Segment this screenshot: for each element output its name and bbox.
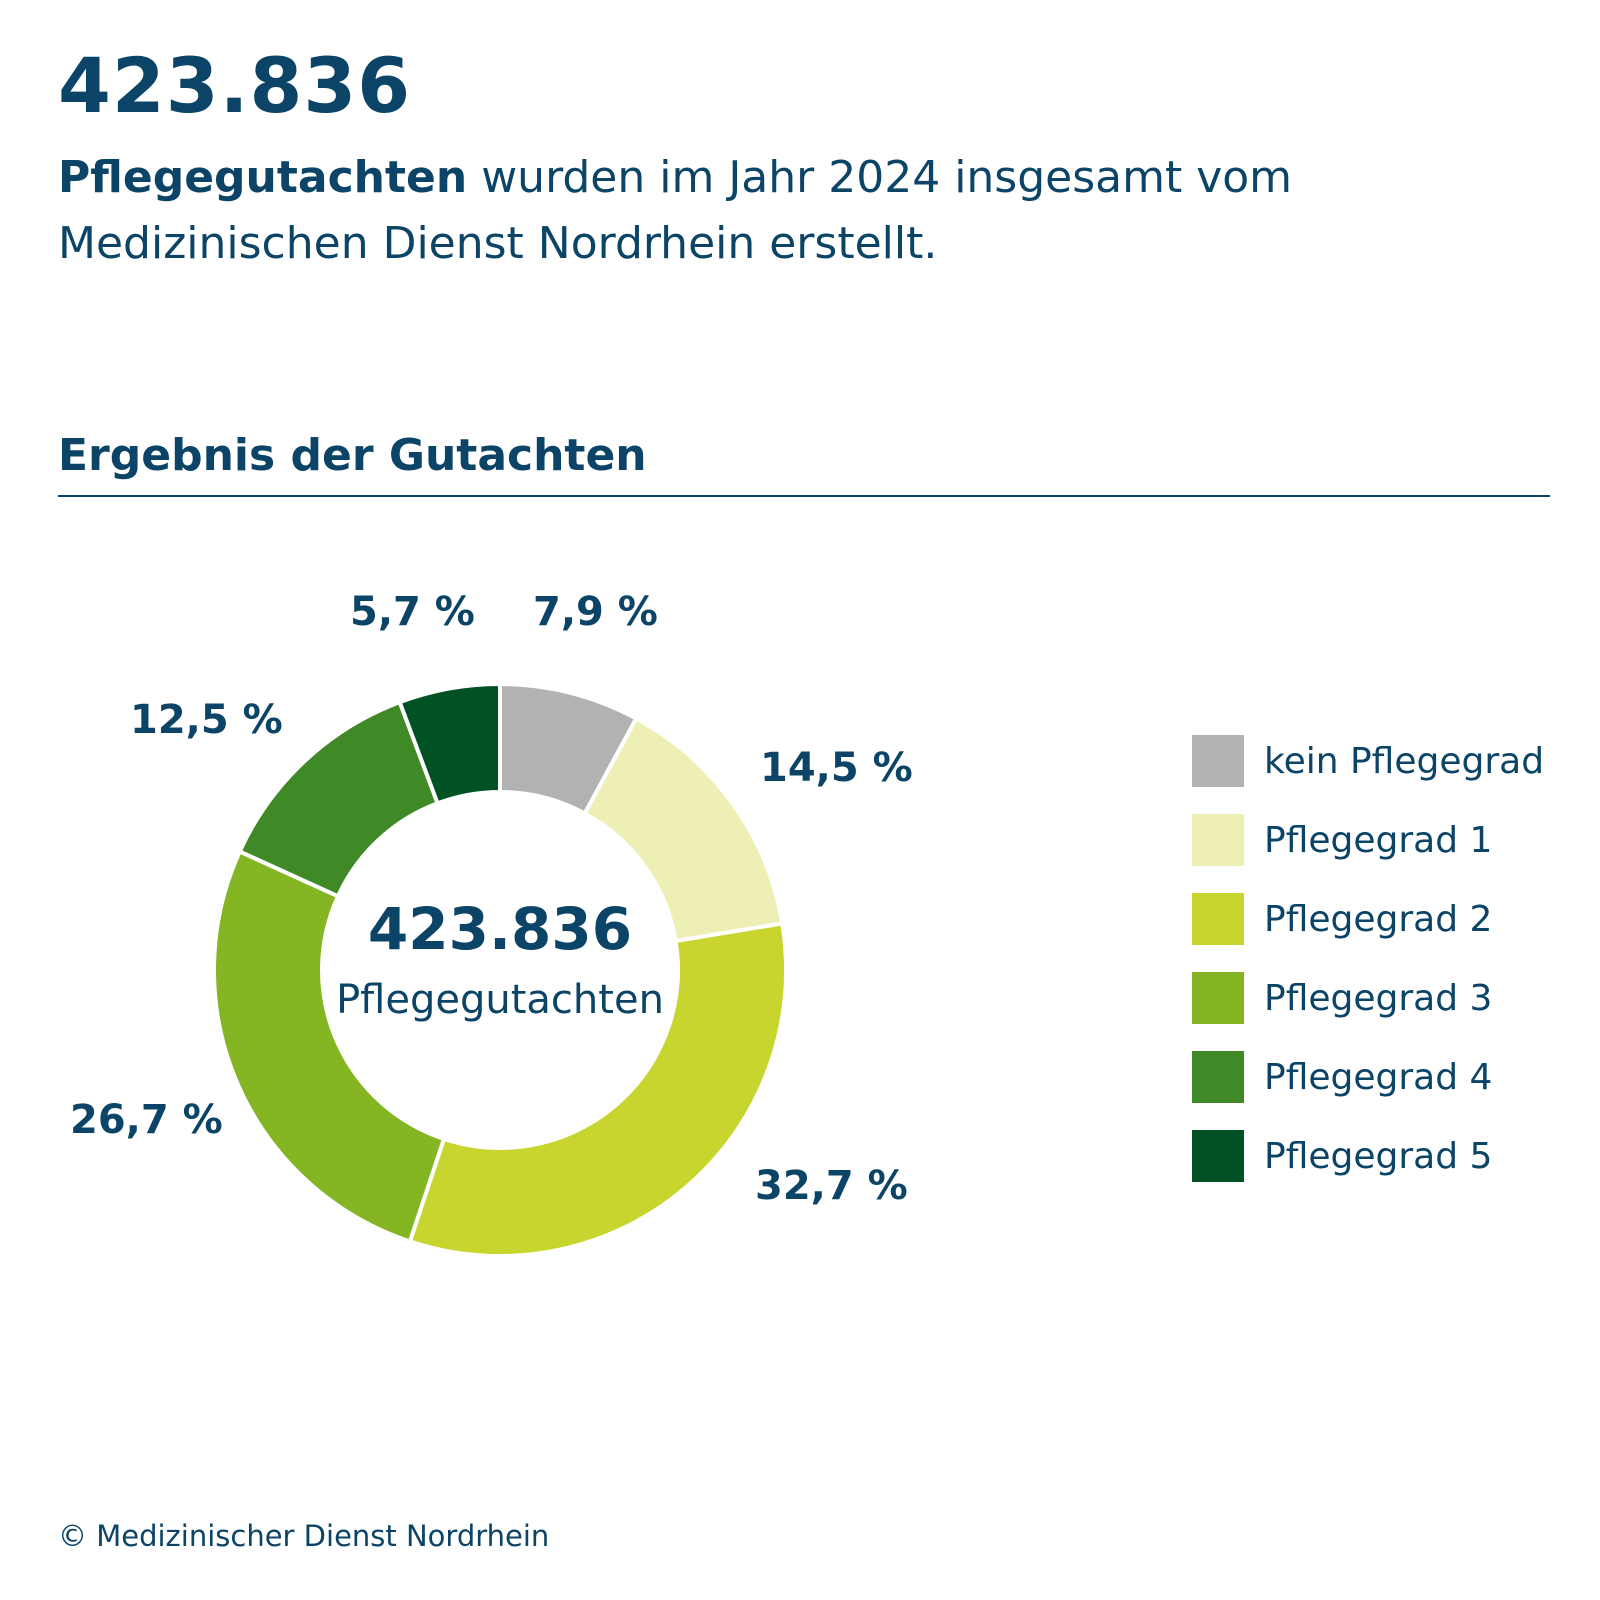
donut-slice-pflegegrad-5 [397, 681, 502, 806]
percent-label-pflegegrad-5: 5,7 % [350, 589, 475, 635]
legend-item-pflegegrad-5: Pflegegrad 5 [1192, 1130, 1544, 1182]
legend-item-kein-pflegegrad: kein Pflegegrad [1192, 735, 1544, 787]
section-divider [58, 495, 1550, 497]
legend-label: Pflegegrad 2 [1264, 898, 1493, 940]
legend-swatch [1192, 1051, 1244, 1103]
legend-item-pflegegrad-1: Pflegegrad 1 [1192, 814, 1544, 866]
percent-label-pflegegrad-1: 14,5 % [760, 745, 913, 791]
legend-item-pflegegrad-4: Pflegegrad 4 [1192, 1051, 1544, 1103]
legend-swatch [1192, 972, 1244, 1024]
legend-label: kein Pflegegrad [1264, 740, 1545, 782]
intro-text-line1: wurden im Jahr 2024 insgesamt vom [467, 152, 1293, 203]
legend-label: Pflegegrad 1 [1264, 819, 1493, 861]
chart-legend: kein Pflegegrad Pflegegrad 1 Pflegegrad … [1192, 735, 1544, 1209]
percent-label-pflegegrad-3: 26,7 % [70, 1097, 223, 1143]
donut-center-number: 423.836 [367, 895, 633, 963]
legend-item-pflegegrad-3: Pflegegrad 3 [1192, 972, 1544, 1024]
copyright-notice: © Medizinischer Dienst Nordrhein [58, 1519, 550, 1553]
legend-swatch [1192, 1130, 1244, 1182]
intro-bold-term: Pflegegutachten [58, 152, 468, 203]
legend-label: Pflegegrad 5 [1264, 1135, 1493, 1177]
legend-swatch [1192, 814, 1244, 866]
legend-label: Pflegegrad 3 [1264, 977, 1493, 1019]
section-title: Ergebnis der Gutachten [58, 430, 647, 481]
donut-slice-pflegegrad-3 [212, 848, 447, 1244]
percent-label-pflegegrad-4: 12,5 % [130, 697, 283, 743]
donut-slice-pflegegrad-2 [407, 921, 788, 1258]
intro-text: Pflegegutachten wurden im Jahr 2024 insg… [58, 145, 1358, 277]
legend-swatch [1192, 893, 1244, 945]
percent-label-kein-pflegegrad: 7,9 % [533, 589, 658, 635]
intro-text-line2: Medizinischen Dienst Nordrhein erstellt. [58, 218, 938, 269]
percent-label-pflegegrad-2: 32,7 % [755, 1163, 908, 1209]
legend-swatch [1192, 735, 1244, 787]
donut-center-label: Pflegegutachten [336, 977, 664, 1023]
legend-label: Pflegegrad 4 [1264, 1056, 1493, 1098]
total-count: 423.836 [58, 41, 412, 130]
legend-item-pflegegrad-2: Pflegegrad 2 [1192, 893, 1544, 945]
